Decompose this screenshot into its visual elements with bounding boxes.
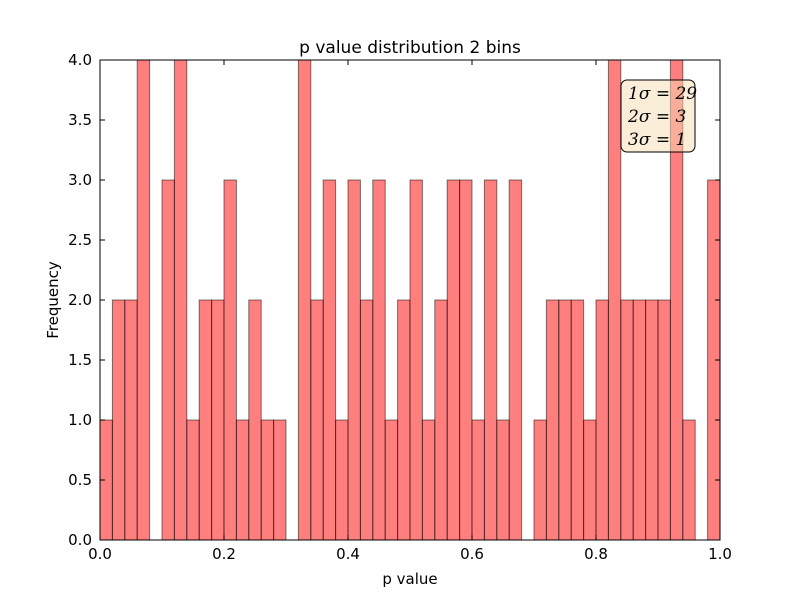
x-tick-label: 1.0 <box>708 545 732 563</box>
histogram-bar <box>409 179 423 541</box>
y-tick-label: 4.0 <box>68 51 92 69</box>
histogram-bar <box>384 419 399 541</box>
histogram-bar <box>186 419 200 541</box>
sigma-legend-line-3: 3σ = 1 <box>628 130 686 150</box>
histogram-bar <box>421 419 436 541</box>
histogram-bar <box>310 299 324 541</box>
histogram-bar <box>632 299 647 541</box>
histogram-bar <box>359 299 374 541</box>
histogram-bar <box>545 299 560 541</box>
histogram-bar <box>446 179 461 541</box>
y-tick-label: 0.0 <box>68 531 92 549</box>
histogram-bar <box>657 299 671 541</box>
histogram-bar <box>248 299 262 541</box>
y-axis-ticks: 0.0 0.5 1.0 1.5 2.0 2.5 3.0 3.5 4.0 <box>68 51 720 549</box>
chart-title: p value distribution 2 bins <box>299 38 521 58</box>
histogram-bar <box>459 179 473 541</box>
histogram-bar <box>173 59 188 541</box>
histogram-bar <box>570 299 585 541</box>
histogram-bar <box>335 419 349 541</box>
histogram-bar <box>607 59 622 541</box>
histogram-bar <box>645 299 659 541</box>
y-tick-label: 3.0 <box>68 171 92 189</box>
histogram-bar <box>322 179 337 541</box>
histogram-bar <box>558 299 572 541</box>
histogram-bar <box>682 419 696 541</box>
histogram-bar <box>508 179 523 541</box>
histogram-bar <box>223 179 237 541</box>
sigma-legend-box <box>620 79 696 153</box>
y-tick-label: 2.5 <box>68 231 92 249</box>
x-tick-label: 0.4 <box>336 545 360 563</box>
histogram-bar <box>124 299 138 541</box>
histogram-bar <box>595 299 609 541</box>
histogram-bar <box>198 299 213 541</box>
histogram-bar <box>297 59 312 541</box>
histogram-bar <box>111 299 126 541</box>
histogram-bar <box>620 299 634 541</box>
sigma-legend-line-2: 2σ = 3 <box>627 107 686 127</box>
histogram-bar <box>434 299 448 541</box>
histogram-bar <box>471 419 485 541</box>
x-tick-label: 0.2 <box>212 545 236 563</box>
x-axis-ticks: 0.0 0.2 0.4 0.6 0.8 1.0 <box>88 60 732 563</box>
histogram-bar <box>483 179 498 541</box>
y-tick-label: 0.5 <box>68 471 92 489</box>
y-tick-label: 2.0 <box>68 291 92 309</box>
y-axis-label: Frequency <box>44 261 62 339</box>
sigma-legend: 1σ = 29 2σ = 3 3σ = 1 <box>620 79 697 153</box>
y-tick-label: 3.5 <box>68 111 92 129</box>
histogram-bar <box>347 179 361 541</box>
histogram-bar <box>235 419 250 541</box>
histogram-bar <box>136 59 151 541</box>
histogram-bar <box>273 419 287 541</box>
histogram-bar <box>161 179 175 541</box>
histogram-bar <box>583 419 597 541</box>
y-tick-label: 1.5 <box>68 351 92 369</box>
sigma-legend-line-1: 1σ = 29 <box>628 84 697 104</box>
histogram-bar <box>397 299 411 541</box>
x-tick-label: 0.8 <box>584 545 608 563</box>
x-axis-label: p value <box>382 570 437 588</box>
y-tick-label: 1.0 <box>68 411 92 429</box>
histogram-bar <box>372 179 386 541</box>
x-tick-label: 0.0 <box>88 545 112 563</box>
histogram-bar <box>211 299 225 541</box>
histogram-bar <box>533 419 547 541</box>
histogram-bar <box>260 419 275 541</box>
histogram-bar <box>496 419 510 541</box>
x-tick-label: 0.6 <box>460 545 484 563</box>
